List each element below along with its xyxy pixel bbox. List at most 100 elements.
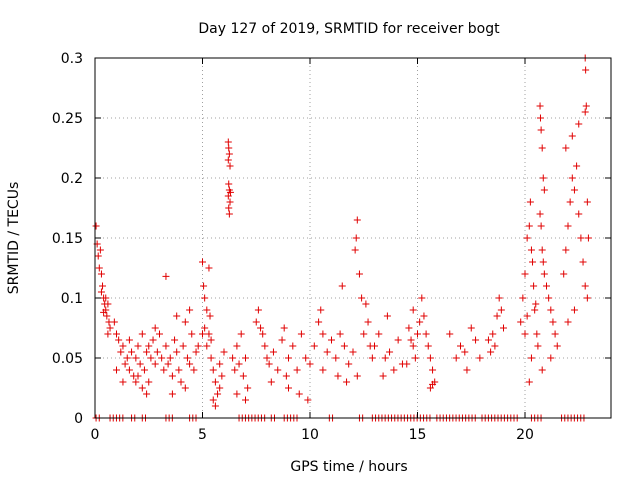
- data-point: [538, 246, 546, 254]
- data-point: [319, 330, 327, 338]
- data-point: [94, 252, 102, 260]
- data-point: [226, 188, 234, 196]
- data-point: [527, 354, 535, 362]
- data-point: [394, 336, 402, 344]
- data-point: [113, 330, 120, 338]
- data-point: [186, 306, 194, 314]
- data-point: [211, 402, 219, 410]
- data-point: [171, 336, 179, 344]
- data-point: [102, 294, 110, 302]
- data-point: [407, 336, 415, 344]
- data-point: [278, 336, 286, 344]
- data-point: [104, 300, 112, 308]
- data-point: [536, 114, 544, 122]
- data-point: [203, 306, 211, 314]
- data-point: [489, 330, 497, 338]
- data-point: [547, 354, 555, 362]
- data-point: [581, 108, 589, 116]
- data-point: [138, 384, 146, 392]
- data-point: [304, 396, 312, 404]
- data-point: [409, 306, 417, 314]
- data-point: [381, 354, 389, 362]
- data-point: [263, 354, 271, 362]
- data-point: [426, 384, 434, 392]
- data-point: [132, 354, 140, 362]
- data-point: [345, 360, 353, 368]
- data-point: [132, 378, 140, 386]
- axis-ticks: 0 5 10 15 20 0 0.05 0.1 0.15 0.2 0.25 0.3: [52, 51, 611, 443]
- data-point: [156, 330, 163, 338]
- data-point: [523, 312, 531, 320]
- data-point: [519, 294, 527, 302]
- data-point: [242, 354, 249, 362]
- data-point: [543, 282, 550, 290]
- data-point: [403, 360, 411, 368]
- data-point: [239, 372, 247, 380]
- data-point: [216, 384, 224, 392]
- data-point: [306, 360, 314, 368]
- data-point: [575, 120, 583, 128]
- data-point: [355, 270, 363, 278]
- data-point: [285, 384, 292, 392]
- data-point: [538, 366, 546, 374]
- data-point: [261, 342, 269, 350]
- data-point: [537, 222, 545, 230]
- data-point: [164, 360, 172, 368]
- data-point: [517, 318, 525, 326]
- data-point: [224, 156, 232, 164]
- data-point: [136, 360, 144, 368]
- data-point: [317, 306, 325, 314]
- data-point: [537, 126, 545, 134]
- data-point: [338, 282, 346, 290]
- data-point: [254, 306, 262, 314]
- data-point: [487, 348, 495, 356]
- data-point: [295, 390, 303, 398]
- data-point: [297, 330, 305, 338]
- data-point: [104, 330, 112, 338]
- data-point: [521, 330, 529, 338]
- data-point: [162, 272, 170, 280]
- data-point: [409, 342, 417, 350]
- data-point: [526, 198, 534, 206]
- data-point: [525, 378, 533, 386]
- data-point: [323, 348, 331, 356]
- y-tick-label: 0.1: [61, 291, 83, 307]
- data-point: [160, 366, 168, 374]
- data-point: [201, 294, 209, 302]
- x-tick-label: 20: [516, 427, 534, 443]
- data-point: [225, 210, 233, 218]
- data-point: [244, 384, 252, 392]
- data-point: [353, 216, 361, 224]
- data-point: [92, 222, 100, 230]
- data-point: [209, 366, 217, 374]
- data-point: [420, 312, 428, 320]
- data-point: [125, 336, 133, 344]
- data-point: [125, 366, 133, 374]
- data-point: [371, 342, 378, 350]
- data-point: [568, 132, 576, 140]
- data-point: [497, 306, 505, 314]
- data-point: [265, 360, 273, 368]
- data-point: [280, 324, 288, 332]
- data-point: [533, 330, 541, 338]
- data-point: [461, 348, 469, 356]
- data-point: [560, 270, 568, 278]
- data-point: [106, 324, 114, 332]
- data-point: [194, 342, 202, 350]
- data-point: [233, 342, 241, 350]
- data-point: [177, 378, 185, 386]
- data-point: [426, 354, 434, 362]
- data-point: [411, 354, 419, 362]
- data-point: [147, 354, 155, 362]
- data-point: [525, 222, 533, 230]
- data-point: [252, 318, 260, 326]
- data-point: [99, 282, 107, 290]
- data-point: [564, 318, 572, 326]
- data-point: [349, 348, 357, 356]
- x-tick-label: 0: [91, 427, 100, 443]
- data-point: [145, 378, 153, 386]
- data-point: [181, 384, 189, 392]
- y-tick-label: 0.25: [52, 111, 83, 127]
- data-point: [390, 366, 398, 374]
